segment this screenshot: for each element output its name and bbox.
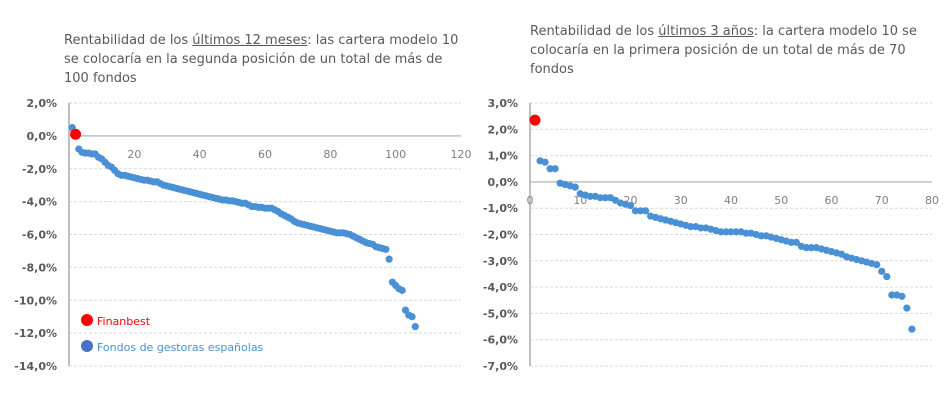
title-period: últimos 3 años <box>658 24 754 39</box>
fund-point <box>792 238 800 246</box>
x-tick-label: 0 <box>527 194 534 207</box>
y-tick-label: 1,0% <box>487 150 518 163</box>
finanbest-point <box>529 114 541 126</box>
x-tick-label: 40 <box>193 148 207 161</box>
y-tick-label: -7,0% <box>483 360 518 373</box>
x-tick-label: 20 <box>127 148 141 161</box>
fund-point <box>697 224 705 232</box>
x-tick-label: 100 <box>385 148 406 161</box>
y-tick-label: -5,0% <box>483 307 518 320</box>
x-tick-label: 80 <box>925 194 939 207</box>
finanbest-point <box>70 128 82 140</box>
title-part: Rentabilidad de los <box>64 33 193 48</box>
chart-title-3y: Rentabilidad de los últimos 3 años: la c… <box>530 22 920 79</box>
y-tick-label: -6,0% <box>483 334 518 347</box>
fund-point <box>596 194 604 202</box>
x-tick-label: 60 <box>825 194 839 207</box>
fund-point <box>586 192 594 200</box>
fund-point <box>732 228 740 236</box>
legend-fund-label: Fondos de gestoras españolas <box>97 341 264 354</box>
x-tick-label: 80 <box>323 148 337 161</box>
fund-point <box>757 232 765 240</box>
x-tick-label: 120 <box>451 148 472 161</box>
fund-point <box>787 238 795 246</box>
fund-point <box>878 267 886 275</box>
y-tick-label: -14,0% <box>14 360 57 373</box>
y-tick-label: -6,0% <box>22 229 57 242</box>
x-tick-label: 50 <box>774 194 788 207</box>
title-period: últimos 12 meses <box>192 33 308 48</box>
legend-finanbest-label: Finanbest <box>97 315 151 328</box>
y-tick-label: 3,0% <box>487 97 518 110</box>
fund-point <box>641 207 650 215</box>
fund-point <box>727 228 735 236</box>
fund-point <box>807 244 816 252</box>
fund-point <box>636 207 645 215</box>
x-tick-label: 30 <box>674 194 688 207</box>
y-tick-label: 0,0% <box>26 130 57 143</box>
fund-point <box>411 322 419 331</box>
chart-title-12m: Rentabilidad de los últimos 12 meses: la… <box>64 31 464 88</box>
y-tick-label: -10,0% <box>14 294 57 307</box>
fund-point <box>631 207 640 215</box>
fund-point <box>571 183 579 191</box>
y-tick-label: 2,0% <box>487 123 518 136</box>
x-tick-label: 70 <box>875 194 889 207</box>
fund-point <box>898 292 906 300</box>
y-tick-label: 0,0% <box>487 176 518 189</box>
fund-point <box>541 158 549 166</box>
y-tick-label: -1,0% <box>483 202 518 215</box>
y-tick-label: -2,0% <box>483 229 518 242</box>
y-tick-label: -2,0% <box>22 163 57 176</box>
fund-point <box>873 261 881 269</box>
fund-point <box>888 291 896 299</box>
legend-finanbest-marker <box>81 314 93 326</box>
x-tick-label: 60 <box>258 148 272 161</box>
fund-point <box>398 286 406 294</box>
y-tick-label: 2,0% <box>26 97 57 110</box>
fund-point <box>601 194 609 202</box>
title-part: Rentabilidad de los <box>530 24 659 39</box>
fund-point <box>626 201 635 210</box>
fund-point <box>883 272 891 281</box>
x-tick-label: 40 <box>724 194 738 207</box>
fund-point <box>742 229 750 237</box>
y-tick-label: -3,0% <box>483 255 518 268</box>
title-part: : las cartera modelo 10 se colocaría en … <box>64 33 459 86</box>
y-tick-label: -4,0% <box>483 281 518 294</box>
fund-point <box>717 228 725 236</box>
fund-point <box>908 325 916 333</box>
fund-point <box>551 165 559 173</box>
fund-point <box>546 165 554 173</box>
fund-point <box>802 244 810 252</box>
title-part: : la cartera modelo 10 se colocaría en l… <box>530 24 917 77</box>
fund-point <box>385 255 393 263</box>
fund-point <box>903 304 911 312</box>
y-tick-label: -4,0% <box>22 196 57 209</box>
y-tick-label: -8,0% <box>22 261 57 274</box>
fund-point <box>687 223 695 231</box>
fund-point <box>382 245 390 253</box>
fund-point <box>722 228 730 236</box>
fund-point <box>408 313 416 321</box>
legend-fund-marker <box>81 340 93 352</box>
y-tick-label: -12,0% <box>14 327 57 340</box>
